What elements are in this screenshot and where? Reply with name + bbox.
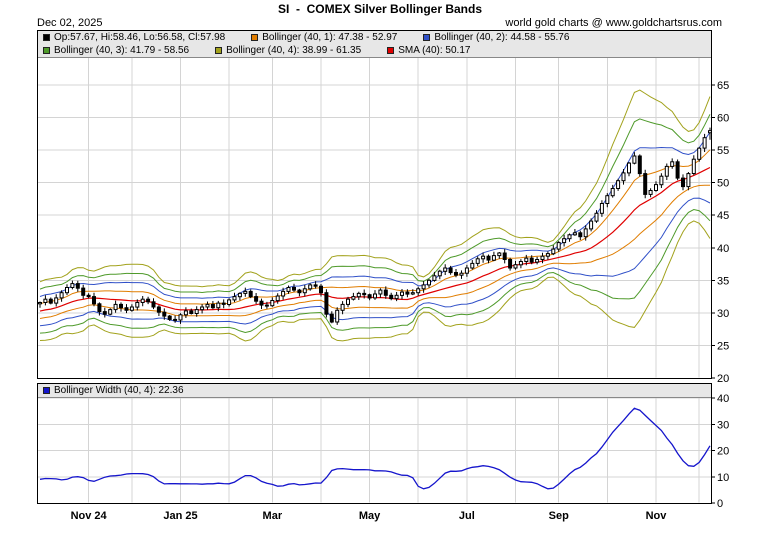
x-axis-label-sep: Sep [548,510,569,522]
svg-text:50: 50 [717,178,729,190]
bollinger-3-legend-label: Bollinger (40, 3): 41.79 - 58.56 [54,45,190,56]
ohlc-swatch-icon [43,34,50,41]
svg-text:30: 30 [717,419,729,431]
x-axis-labels: Nov 24 Jan 25 Mar May Jul Sep Nov [0,508,760,530]
chart-date: Dec 02, 2025 [37,17,103,29]
legend-item-ohlc: Op:57.67, Hi:58.46, Lo:56.58, Cl:57.98 [43,32,225,43]
legend-item-bollinger-2: Bollinger (40, 2): 44.58 - 55.76 [423,32,569,43]
bollinger-2-legend-label: Bollinger (40, 2): 44.58 - 55.76 [434,32,570,43]
x-axis-label-nov-24: Nov 24 [70,510,107,522]
main-chart-legend: Op:57.67, Hi:58.46, Lo:56.58, Cl:57.98 B… [38,31,711,58]
svg-text:40: 40 [717,393,729,405]
legend-item-bollinger-3: Bollinger (40, 3): 41.79 - 58.56 [43,45,189,56]
main-legend-row-2: Bollinger (40, 3): 41.79 - 58.56 Bolling… [38,44,711,57]
page-title: SI - COMEX Silver Bollinger Bands [277,2,483,16]
ohlc-legend-label: Op:57.67, Hi:58.46, Lo:56.58, Cl:57.98 [54,32,226,43]
x-axis-label-may: May [358,510,381,522]
bollinger-width-canvas: 0 10 20 30 40 [37,383,729,510]
svg-text:45: 45 [717,210,729,222]
sma-swatch-icon [387,47,395,54]
svg-text:20: 20 [717,373,729,385]
source-credit: world gold charts @ www.goldchartsrus.co… [505,17,722,29]
svg-text:55: 55 [717,145,729,157]
svg-text:65: 65 [717,80,729,92]
svg-text:35: 35 [717,275,729,287]
bollinger-width-panel: 0 10 20 30 40 Bollinger Width (40, 4): 22.36 [0,383,760,515]
bollinger-4-swatch-icon [215,47,223,54]
bollinger-width-legend: Bollinger Width (40, 4): 22.36 [38,384,711,398]
bollinger-1-swatch-icon [251,34,259,41]
x-axis-label-jul: Jul [458,510,475,522]
main-chart-panel: 20 25 30 35 40 45 50 55 60 65 Op:57.67, Hi:58.46,… [0,30,760,390]
bollinger-4-legend-label: Bollinger (40, 4): 38.99 - 61.35 [226,45,362,56]
bollinger-width-legend-label: Bollinger Width (40, 4): 22.36 [54,385,184,396]
svg-text:0: 0 [717,498,723,510]
bollinger-1-legend-label: Bollinger (40, 1): 47.38 - 52.97 [262,32,398,43]
bollinger-2-swatch-icon [423,34,431,41]
x-axis-label-mar: Mar [262,510,283,522]
svg-text:60: 60 [717,113,729,125]
svg-text:10: 10 [717,472,729,484]
svg-text:40: 40 [717,243,729,255]
width-legend-row: Bollinger Width (40, 4): 22.36 [38,384,711,397]
legend-item-sma: SMA (40): 50.17 [387,45,470,56]
svg-text:20: 20 [717,446,729,458]
bollinger-width-swatch-icon [43,387,50,394]
legend-item-bollinger-1: Bollinger (40, 1): 47.38 - 52.97 [251,32,397,43]
main-legend-row-1: Op:57.67, Hi:58.46, Lo:56.58, Cl:57.98 B… [38,31,711,44]
svg-text:25: 25 [717,340,729,352]
x-axis-label-jan-25: Jan 25 [163,510,198,522]
x-axis-label-nov: Nov [645,510,667,522]
main-chart-canvas: 20 25 30 35 40 45 50 55 60 65 [37,30,729,385]
bollinger-3-swatch-icon [43,47,50,54]
sma-legend-label: SMA (40): 50.17 [398,45,471,56]
legend-item-bollinger-4: Bollinger (40, 4): 38.99 - 61.35 [215,45,361,56]
legend-item-bollinger-width: Bollinger Width (40, 4): 22.36 [43,385,184,396]
svg-text:30: 30 [717,308,729,320]
